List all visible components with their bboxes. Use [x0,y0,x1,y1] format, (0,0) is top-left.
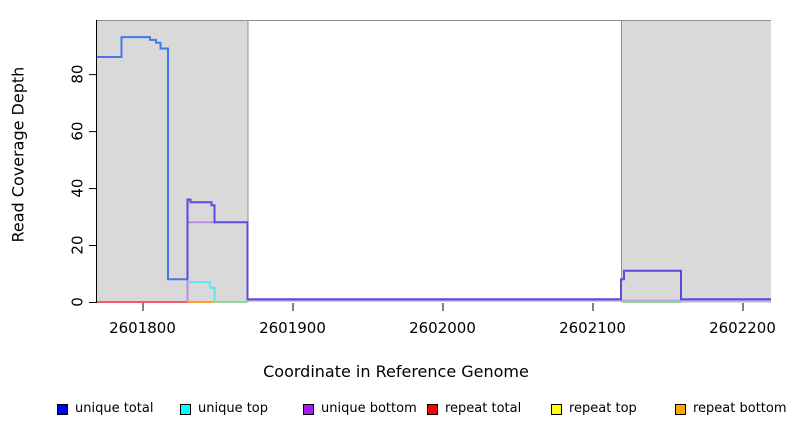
legend-swatch-repeat-total [427,403,438,415]
y-tick-label-80: 80 [69,65,87,84]
y-tick-label-20: 20 [69,235,87,254]
x-axis-title: Coordinate in Reference Genome [263,362,529,381]
x-tick-label-2602000: 2602000 [409,319,476,337]
legend-item-repeat-total: repeat total [427,400,521,418]
legend-item-repeat-top: repeat top [551,400,637,418]
x-tick-label-2602100: 2602100 [559,319,626,337]
shaded-region-2 [621,20,771,303]
legend-item-unique-total: unique total [57,400,153,418]
legend-label-repeat-total: repeat total [445,401,522,416]
series-unique-total-line-left [96,36,188,281]
series-unique-total-line-right [186,198,771,301]
legend-label-repeat-top: repeat top [569,401,637,416]
legend-item-repeat-bottom: repeat bottom [675,400,787,418]
legend-swatch-unique-bottom [303,403,314,415]
y-tick-label-0: 0 [69,297,87,307]
legend-label-unique-total: unique total [75,401,154,416]
legend-swatch-unique-total [57,403,68,415]
legend-item-unique-bottom: unique bottom [303,400,417,418]
legend: unique total unique top unique bottom repea… [0,400,792,420]
x-tick-label-2602200: 2602200 [709,319,776,337]
y-axis-title: Read Coverage Depth [8,66,28,243]
legend-label-repeat-bottom: repeat bottom [693,401,787,416]
legend-swatch-repeat-bottom [675,403,686,415]
legend-swatch-repeat-top [551,403,562,415]
y-tick-label-60: 60 [69,122,87,141]
legend-swatch-unique-top [180,403,191,415]
legend-label-unique-bottom: unique bottom [321,401,417,416]
y-tick-label-40: 40 [69,179,87,198]
x-tick-label-2601800: 2601800 [109,319,176,337]
legend-label-unique-top: unique top [198,401,269,416]
series-unique-top-line [189,281,216,302]
shaded-region-1 [96,20,248,303]
x-tick-label-2601900: 2601900 [259,319,326,337]
legend-item-unique-top: unique top [180,400,268,418]
